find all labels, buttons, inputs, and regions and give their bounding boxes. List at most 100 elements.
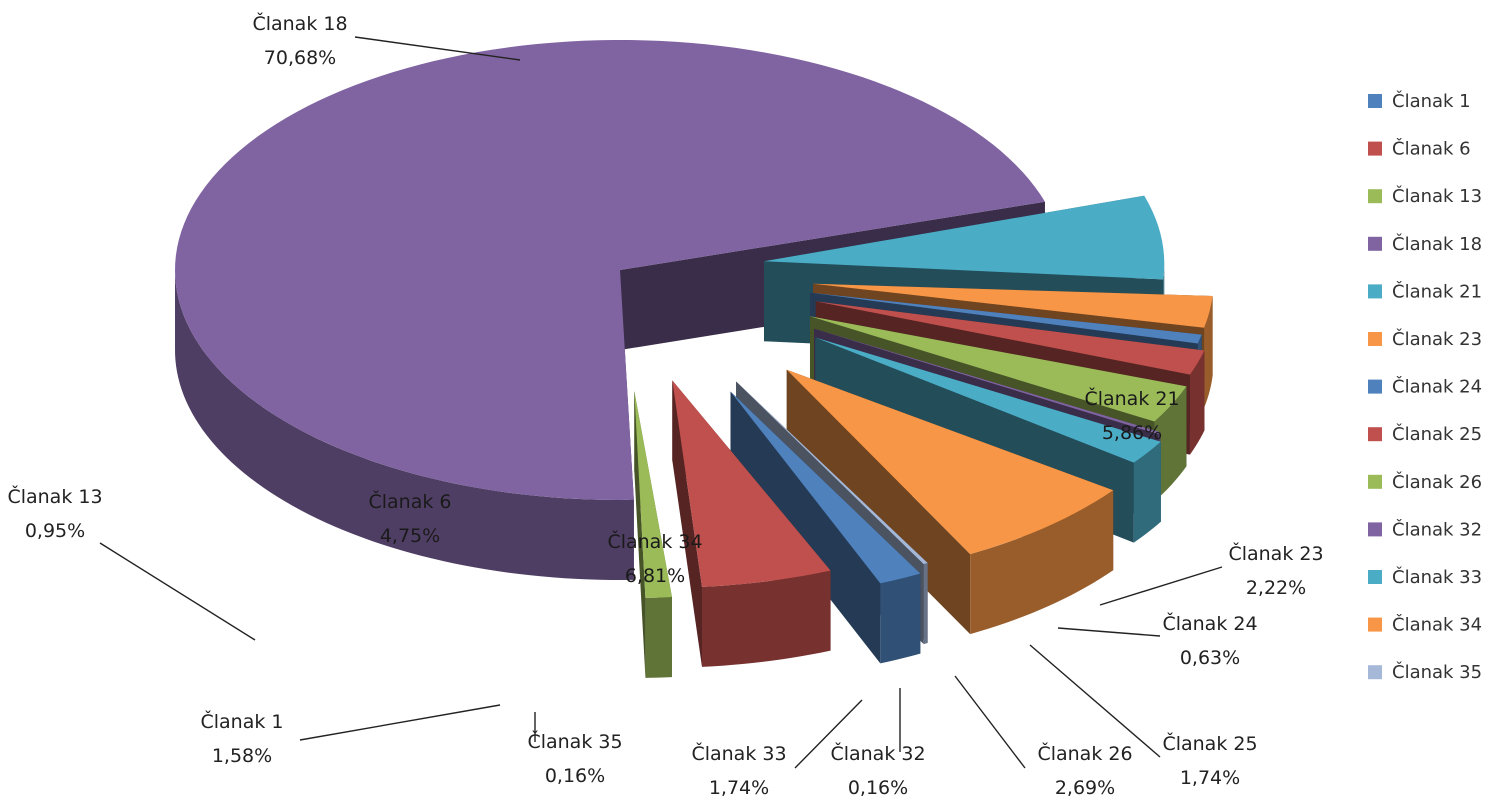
value-label-clanak-18: 70,68% <box>264 47 336 69</box>
leader-line-clanak-26 <box>954 675 1026 769</box>
legend-item-clanak-18: Članak 18 <box>1368 233 1482 255</box>
slice-labels: Članak 1 1,58% Članak 6 4,75% Članak 13 0,95%… <box>7 11 1323 799</box>
label-clanak-34: Članak 34 <box>607 529 702 553</box>
slice-clanak-18-top <box>175 40 1045 500</box>
leader-line-clanak-13 <box>99 542 256 641</box>
label-clanak-13: Članak 13 <box>7 484 102 508</box>
legend-swatch-clanak-24 <box>1368 379 1382 394</box>
legend: Članak 1 Članak 6 Članak 13 Članak 18 Članak… <box>1368 90 1482 683</box>
label-clanak-18: Članak 18 <box>252 11 347 35</box>
legend-swatch-clanak-23 <box>1368 332 1382 346</box>
legend-swatch-clanak-35 <box>1368 665 1382 680</box>
slice-clanak-6-top <box>672 380 831 587</box>
value-label-clanak-1: 1,58% <box>212 745 272 767</box>
slice-clanak-32-top <box>814 328 1161 435</box>
legend-item-clanak-25: Članak 25 <box>1368 423 1482 445</box>
slice-clanak-25-top <box>815 301 1205 375</box>
legend-item-clanak-13: Članak 13 <box>1368 185 1482 207</box>
slice-clanak-1-side <box>880 573 921 664</box>
legend-swatch-clanak-6 <box>1368 141 1382 156</box>
value-label-clanak-35: 0,16% <box>545 765 605 787</box>
label-clanak-26: Članak 26 <box>1037 741 1132 765</box>
slice-clanak-18-side <box>175 267 634 580</box>
legend-swatch-clanak-34 <box>1368 617 1382 632</box>
leader-line-clanak-1 <box>299 704 501 741</box>
legend-swatch-clanak-32 <box>1368 522 1382 537</box>
legend-item-clanak-21: Članak 21 <box>1368 280 1482 302</box>
value-label-clanak-21: 5,86% <box>1102 422 1162 444</box>
legend-label-clanak-25: Članak 25 <box>1392 423 1482 445</box>
value-label-clanak-23: 2,22% <box>1246 577 1306 599</box>
legend-item-clanak-1: Članak 1 <box>1368 90 1471 112</box>
slice-clanak-6 <box>672 380 831 667</box>
slice-clanak-25-side <box>1189 350 1205 455</box>
slice-clanak-35-top <box>736 381 928 565</box>
slice-clanak-23-side <box>1204 295 1213 408</box>
value-label-clanak-24: 0,63% <box>1180 647 1240 669</box>
legend-item-clanak-26: Članak 26 <box>1368 471 1482 493</box>
legend-swatch-clanak-33 <box>1368 570 1382 584</box>
label-clanak-32: Članak 32 <box>830 741 925 765</box>
legend-label-clanak-34: Članak 34 <box>1392 614 1482 636</box>
legend-swatch-clanak-18 <box>1368 236 1382 251</box>
label-clanak-1: Članak 1 <box>200 709 283 733</box>
legend-label-clanak-13: Članak 13 <box>1392 185 1482 207</box>
slice-clanak-26-side <box>1154 386 1187 502</box>
slice-clanak-33-side <box>1133 441 1161 543</box>
legend-swatch-clanak-25 <box>1368 427 1382 442</box>
value-label-clanak-33: 1,74% <box>709 777 769 799</box>
slice-clanak-6-cut-face <box>672 380 702 667</box>
slice-clanak-23-top <box>813 283 1213 328</box>
legend-item-clanak-32: Članak 32 <box>1368 518 1482 540</box>
value-label-clanak-26: 2,69% <box>1055 777 1115 799</box>
slice-clanak-33-top <box>815 337 1161 463</box>
slice-clanak-21-top <box>764 195 1165 280</box>
legend-label-clanak-23: Članak 23 <box>1392 328 1482 350</box>
slice-clanak-13-side <box>645 597 672 678</box>
legend-item-clanak-33: Članak 33 <box>1368 566 1482 588</box>
legend-item-clanak-35: Članak 35 <box>1368 661 1482 683</box>
legend-label-clanak-18: Članak 18 <box>1392 233 1482 255</box>
label-clanak-21: Članak 21 <box>1084 386 1179 410</box>
slice-clanak-34-top <box>786 369 1114 555</box>
value-label-clanak-25: 1,74% <box>1180 767 1240 789</box>
legend-swatch-clanak-21 <box>1368 284 1382 299</box>
legend-item-clanak-24: Članak 24 <box>1368 376 1482 398</box>
slice-clanak-34 <box>786 369 1114 635</box>
slice-clanak-13 <box>634 391 672 678</box>
slice-clanak-1-top <box>730 391 921 584</box>
slice-clanak-24-top <box>810 292 1202 344</box>
leader-line-clanak-23 <box>1099 566 1223 606</box>
legend-swatch-clanak-26 <box>1368 474 1382 489</box>
label-clanak-24: Članak 24 <box>1162 611 1257 635</box>
legend-label-clanak-32: Članak 32 <box>1392 518 1482 540</box>
slice-clanak-35-side <box>923 563 928 645</box>
legend-item-clanak-6: Članak 6 <box>1368 138 1471 160</box>
value-label-clanak-32: 0,16% <box>848 777 908 799</box>
legend-swatch-clanak-13 <box>1368 189 1382 204</box>
legend-label-clanak-24: Članak 24 <box>1392 376 1482 398</box>
legend-swatch-clanak-1 <box>1368 94 1382 108</box>
legend-label-clanak-26: Članak 26 <box>1392 471 1482 493</box>
leader-line-clanak-24 <box>1057 627 1161 637</box>
leader-line-clanak-18 <box>354 36 521 61</box>
value-label-clanak-6: 4,75% <box>380 525 440 547</box>
slice-clanak-6-side <box>701 570 831 667</box>
value-label-clanak-13: 0,95% <box>25 520 85 542</box>
legend-label-clanak-33: Članak 33 <box>1392 566 1482 588</box>
slice-clanak-1-cut-face <box>730 391 881 664</box>
label-clanak-33: Članak 33 <box>691 741 786 765</box>
label-clanak-25: Članak 25 <box>1162 731 1257 755</box>
leader-line-clanak-33 <box>794 699 863 769</box>
legend-label-clanak-6: Članak 6 <box>1392 138 1471 160</box>
legend-item-clanak-34: Članak 34 <box>1368 614 1482 636</box>
legend-label-clanak-21: Članak 21 <box>1392 280 1482 302</box>
legend-label-clanak-35: Članak 35 <box>1392 661 1482 683</box>
slice-clanak-26-top <box>809 316 1187 422</box>
legend-item-clanak-23: Članak 23 <box>1368 328 1482 350</box>
label-clanak-23: Članak 23 <box>1228 541 1323 565</box>
leader-line-clanak-25 <box>1029 644 1161 758</box>
value-label-clanak-34: 6,81% <box>625 565 685 587</box>
legend-label-clanak-1: Članak 1 <box>1392 90 1471 112</box>
